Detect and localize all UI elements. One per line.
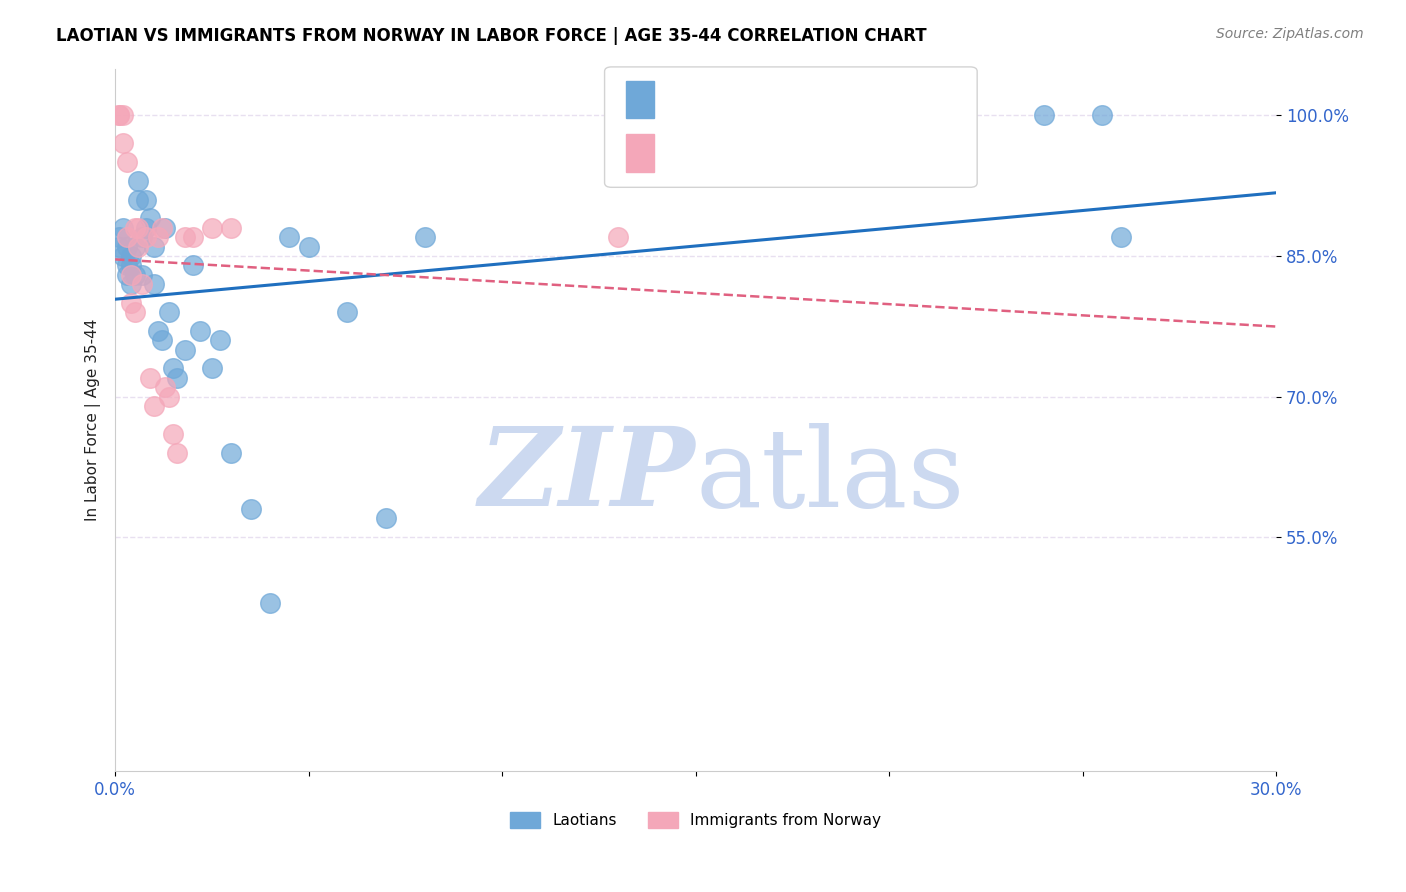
Point — [124, 268, 146, 282]
Point — [155, 220, 177, 235]
Text: R =: R = — [662, 153, 699, 172]
Point — [124, 220, 146, 235]
Point — [124, 305, 146, 319]
Point — [188, 324, 211, 338]
Point — [135, 230, 157, 244]
Text: 27: 27 — [842, 153, 868, 172]
Point — [111, 220, 134, 235]
Point — [131, 268, 153, 282]
Point — [173, 230, 195, 244]
Text: R =: R = — [662, 102, 699, 120]
Point — [115, 155, 138, 169]
Point — [157, 305, 180, 319]
Point — [108, 239, 131, 253]
Point — [239, 502, 262, 516]
Point — [108, 108, 131, 122]
Legend: Laotians, Immigrants from Norway: Laotians, Immigrants from Norway — [503, 805, 887, 834]
Point — [120, 277, 142, 291]
Point — [607, 230, 630, 244]
Point — [259, 596, 281, 610]
Text: ZIP: ZIP — [479, 423, 696, 530]
Point — [108, 108, 131, 122]
Point — [375, 511, 398, 525]
Point — [115, 258, 138, 272]
Point — [139, 371, 162, 385]
Point — [111, 108, 134, 122]
Point — [115, 230, 138, 244]
Point — [157, 390, 180, 404]
Point — [146, 324, 169, 338]
Point — [120, 249, 142, 263]
Text: atlas: atlas — [696, 423, 966, 530]
Point — [219, 446, 242, 460]
Point — [181, 230, 204, 244]
Point — [142, 399, 165, 413]
Point — [166, 446, 188, 460]
Point — [115, 268, 138, 282]
Point — [127, 174, 149, 188]
Point — [208, 333, 231, 347]
Point — [120, 268, 142, 282]
Point — [173, 343, 195, 357]
Point — [1111, 230, 1133, 244]
Point — [131, 277, 153, 291]
Point — [278, 230, 301, 244]
Point — [124, 239, 146, 253]
Point — [150, 220, 173, 235]
Text: 43: 43 — [842, 102, 868, 120]
Point — [135, 220, 157, 235]
Point — [142, 277, 165, 291]
Point — [142, 239, 165, 253]
Point — [181, 258, 204, 272]
Point — [1091, 108, 1114, 122]
Point — [162, 427, 184, 442]
Point — [120, 258, 142, 272]
Point — [166, 371, 188, 385]
Point — [219, 220, 242, 235]
Point — [127, 239, 149, 253]
Text: LAOTIAN VS IMMIGRANTS FROM NORWAY IN LABOR FORCE | AGE 35-44 CORRELATION CHART: LAOTIAN VS IMMIGRANTS FROM NORWAY IN LAB… — [56, 27, 927, 45]
Point — [111, 136, 134, 151]
Point — [1032, 108, 1054, 122]
Point — [155, 380, 177, 394]
Point — [201, 361, 224, 376]
Point — [146, 230, 169, 244]
Point — [127, 193, 149, 207]
Text: N =: N = — [797, 153, 834, 172]
Text: 0.121: 0.121 — [707, 102, 763, 120]
Point — [131, 230, 153, 244]
Point — [111, 249, 134, 263]
Text: N =: N = — [797, 102, 834, 120]
Point — [108, 230, 131, 244]
Point — [150, 333, 173, 347]
Point — [336, 305, 359, 319]
Point — [135, 193, 157, 207]
Point — [115, 239, 138, 253]
Point — [413, 230, 436, 244]
Point — [201, 220, 224, 235]
Text: 0.013: 0.013 — [707, 153, 763, 172]
Point — [298, 239, 321, 253]
Point — [127, 220, 149, 235]
Text: Source: ZipAtlas.com: Source: ZipAtlas.com — [1216, 27, 1364, 41]
Point — [162, 361, 184, 376]
Point — [139, 211, 162, 226]
Point — [120, 295, 142, 310]
Y-axis label: In Labor Force | Age 35-44: In Labor Force | Age 35-44 — [86, 318, 101, 521]
